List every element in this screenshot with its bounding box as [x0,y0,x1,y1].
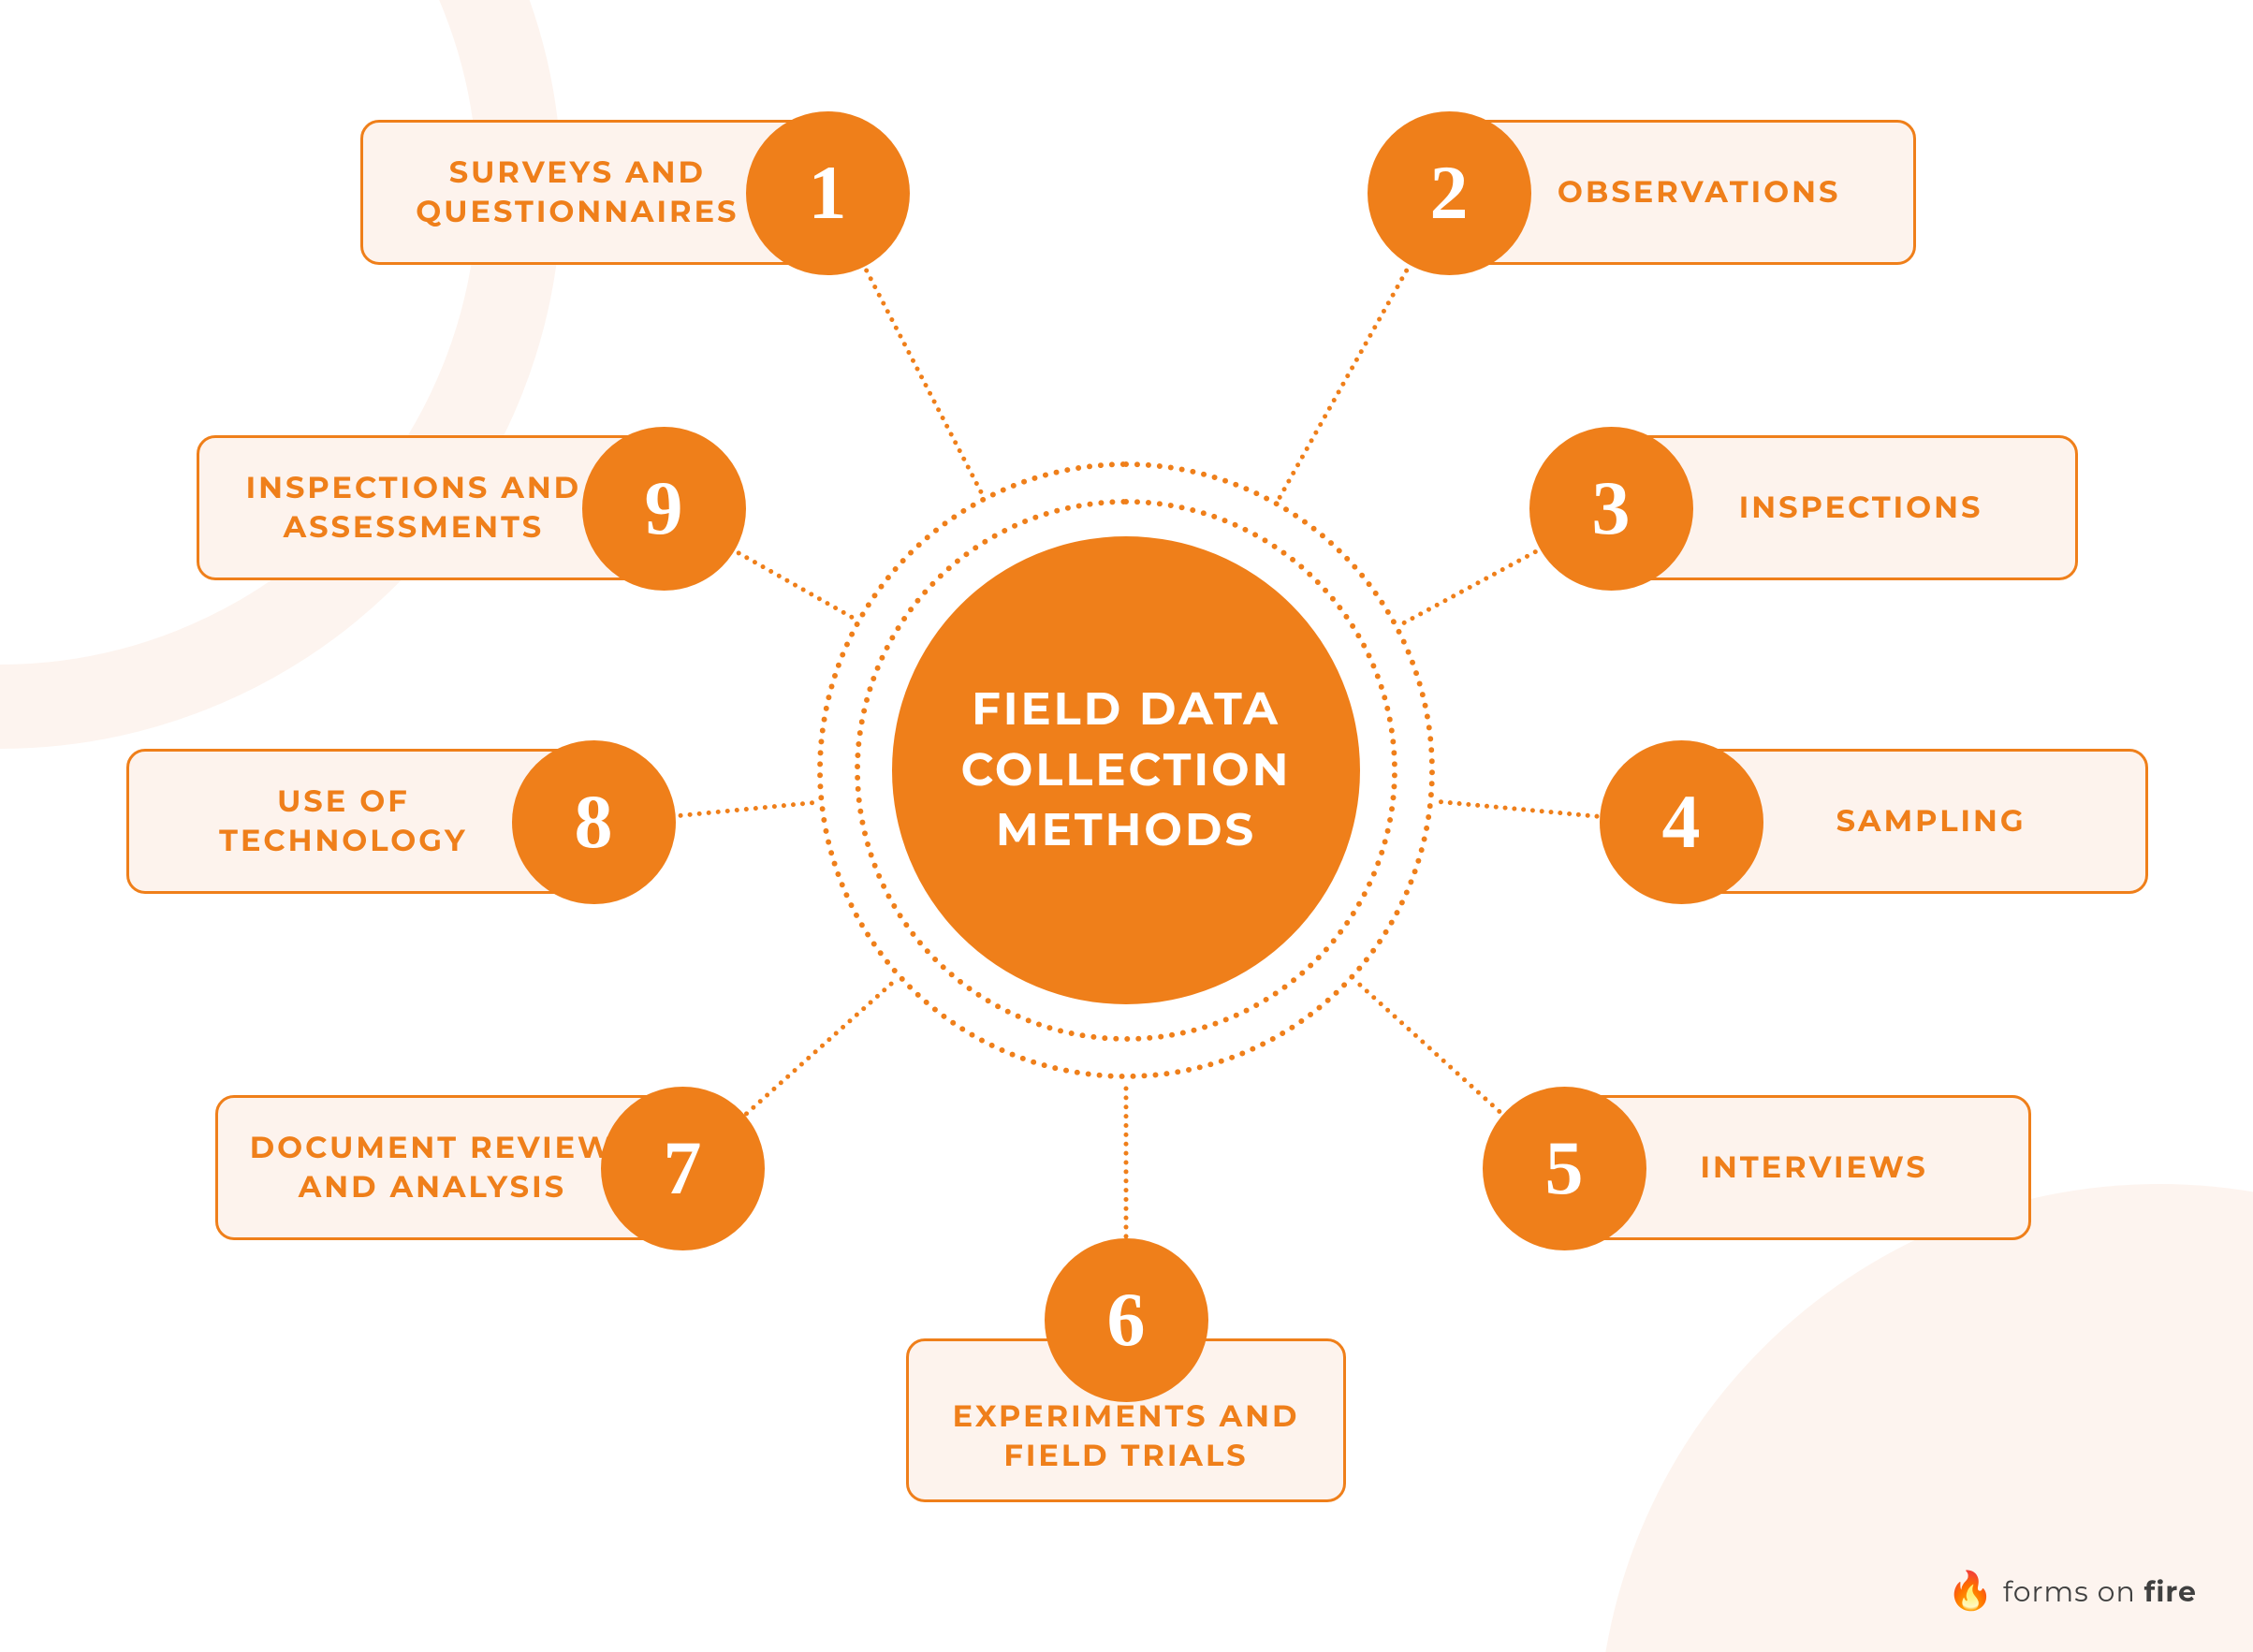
method-label-2-line1: OBSERVATIONS [1558,174,1841,211]
flame-icon: 🔥 [1947,1572,1994,1610]
method-label-4-line1: SAMPLING [1836,803,2026,840]
method-label-6-line1: EXPERIMENTS AND [953,1398,1300,1435]
footer-brand-pre: forms on [2003,1574,2144,1609]
method-number-3: 3 [1529,427,1693,591]
method-number-7-text: 7 [664,1124,702,1212]
method-number-5: 5 [1483,1087,1646,1250]
method-number-1-text: 1 [809,149,847,237]
method-number-8-text: 8 [575,778,613,866]
method-label-6-line2: FIELD TRIALS [1003,1438,1248,1474]
hub-label-line3: METHODS [996,803,1256,857]
method-label-1-line1: SURVEYS AND [449,154,706,191]
method-label-1-line2: QUESTIONNAIRES [416,194,739,230]
method-number-2: 2 [1368,111,1531,275]
hub-label-line2: COLLECTION [961,743,1292,797]
method-label-8-line2: TECHNOLOGY [219,823,467,859]
method-number-1: 1 [746,111,910,275]
method-number-4: 4 [1600,740,1763,904]
center-hub: FIELD DATA COLLECTION METHODS [892,536,1360,1004]
method-label-9-line1: INSPECTIONS AND [246,470,582,506]
method-number-6-text: 6 [1107,1276,1146,1364]
method-number-9-text: 9 [645,464,683,552]
method-label-7-line2: AND ANALYSIS [299,1169,566,1206]
method-number-6: 6 [1045,1238,1208,1402]
decor-arc-top-left [0,0,562,749]
method-number-8: 8 [512,740,676,904]
center-hub-label: FIELD DATA COLLECTION METHODS [961,680,1292,861]
method-label-7-line1: DOCUMENT REVIEW [250,1130,615,1166]
method-number-5-text: 5 [1545,1124,1584,1212]
method-number-4-text: 4 [1662,778,1701,866]
footer-brand: 🔥 forms on fire [1947,1572,2197,1610]
method-number-7: 7 [601,1087,765,1250]
method-number-3-text: 3 [1592,464,1631,552]
method-number-2-text: 2 [1430,149,1469,237]
footer-brand-text: forms on fire [2003,1574,2197,1609]
method-label-9-line2: ASSESSMENTS [284,509,545,546]
method-label-5-line1: INTERVIEWS [1700,1149,1927,1186]
method-label-3-line1: INSPECTIONS [1739,490,1983,526]
method-label-8-line1: USE OF [277,783,410,820]
method-number-9: 9 [582,427,746,591]
footer-brand-bold: fire [2144,1574,2197,1609]
hub-label-line1: FIELD DATA [972,682,1280,737]
